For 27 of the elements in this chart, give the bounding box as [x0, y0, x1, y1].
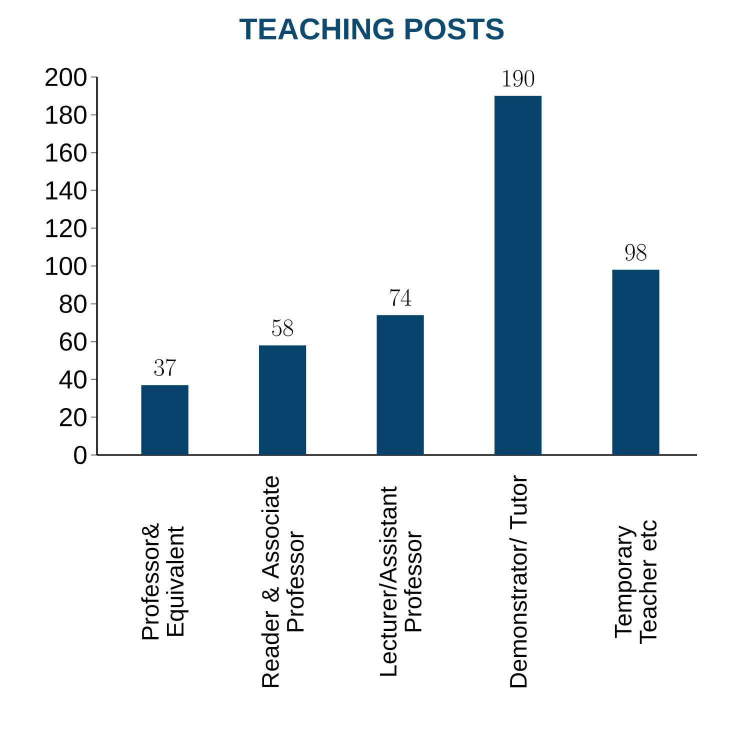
y-tick-label: 0 [74, 446, 86, 464]
data-label: 58 [272, 319, 294, 336]
data-label: 37 [154, 358, 176, 376]
y-tick-label: 200 [46, 68, 86, 86]
y-tick-label: 100 [46, 256, 86, 276]
bar [612, 270, 660, 455]
x-tick-label: Professor& Equivalent [141, 523, 188, 640]
y-tick-label: 120 [46, 219, 86, 238]
data-label: 98 [625, 244, 646, 261]
chart-title: TEACHING POSTS [239, 18, 504, 40]
bar [141, 385, 188, 455]
bar [494, 96, 542, 455]
data-label: 190 [503, 70, 534, 87]
x-tick-label: Lecturer/Assistant Professor [379, 486, 422, 676]
y-tick-label: 80 [60, 294, 86, 313]
bar [376, 315, 424, 455]
x-tick-label: Temporary Teacher etc [614, 520, 657, 644]
bar [259, 345, 306, 455]
y-tick-label: 160 [46, 143, 86, 162]
x-tick-label: Reader & Associate Professor [261, 476, 304, 688]
y-tick-label: 20 [60, 408, 86, 426]
y-tick-label: 140 [46, 181, 86, 200]
y-tick-label: 180 [46, 106, 86, 124]
y-tick-label: 60 [60, 332, 86, 351]
x-tick-label: Demonstrator/ Tutor [509, 475, 527, 688]
data-label: 74 [390, 288, 412, 306]
y-tick-label: 40 [59, 370, 86, 389]
